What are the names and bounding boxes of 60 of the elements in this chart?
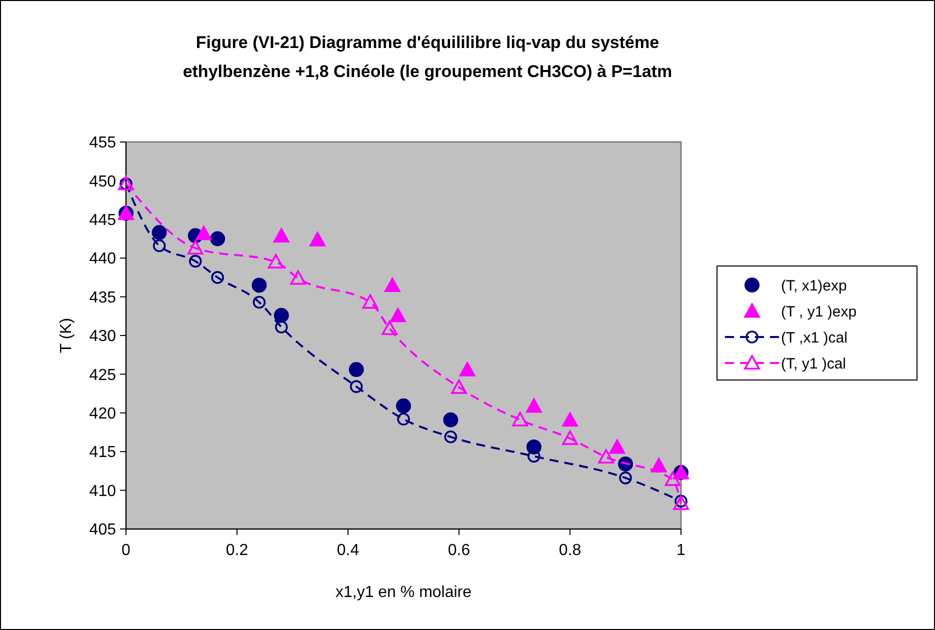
point [252, 296, 266, 309]
legend-label: (T, y1 )cal [781, 355, 846, 372]
point [152, 239, 166, 252]
point [525, 397, 542, 413]
point [664, 472, 681, 486]
y-axis-title: T (K) [58, 318, 75, 354]
point [562, 430, 578, 445]
point [348, 362, 364, 378]
point [443, 412, 458, 428]
point [512, 412, 528, 426]
point [396, 398, 411, 414]
point [350, 380, 363, 393]
point [562, 411, 578, 427]
legend-label: (T , y1 )exp [781, 303, 857, 320]
point [444, 430, 458, 444]
y-tick-label: 450 [89, 173, 116, 190]
point [188, 254, 202, 268]
chart-title: Figure (VI-21) Diagramme d'équililibre liq-vap du systéme ethylbenzène +1,8 Cinéole (le groupement CH3CO) à P=1atm [182, 33, 672, 81]
point [252, 278, 267, 293]
point [152, 225, 167, 240]
x-tick-label: 0 [122, 542, 131, 559]
point [308, 231, 326, 246]
point [211, 271, 224, 284]
y-tick-label: 420 [89, 406, 116, 422]
x-tick-label: 0.4 [336, 542, 360, 559]
legend-label: (T ,x1 )cal [781, 329, 848, 346]
y-tick-label: 455 [89, 134, 116, 152]
point [290, 270, 306, 285]
y-tick-label: 415 [89, 444, 116, 462]
point [608, 438, 626, 454]
point [195, 224, 212, 240]
point [382, 320, 398, 336]
y-tick-label: 435 [89, 289, 116, 306]
point [650, 457, 668, 472]
point [397, 412, 410, 426]
point [210, 231, 226, 246]
y-tick-label: 440 [89, 250, 116, 268]
point [451, 379, 467, 394]
legend-label: (T, x1)exp [781, 277, 847, 294]
point [458, 361, 476, 376]
y-tick-label: 410 [89, 482, 116, 500]
point [275, 320, 288, 334]
y-tick-label: 445 [89, 212, 116, 229]
y-tick-label: 405 [89, 522, 116, 539]
x-tick-label: 0.2 [226, 542, 248, 559]
point [384, 276, 401, 292]
x-tick-label: 0.8 [558, 542, 582, 559]
point [389, 306, 406, 322]
point [274, 308, 289, 323]
x-tick-label: 1 [676, 542, 686, 559]
point [598, 449, 614, 464]
y-tick-label: 430 [89, 328, 116, 346]
x-axis-title: x1,y1 en % molaire [335, 584, 472, 601]
point [362, 294, 378, 309]
x-tick-label: 0.6 [448, 542, 470, 559]
y-tick-label: 425 [89, 366, 116, 384]
point [272, 227, 290, 242]
point [268, 254, 284, 268]
point [187, 240, 204, 255]
point [619, 472, 632, 484]
